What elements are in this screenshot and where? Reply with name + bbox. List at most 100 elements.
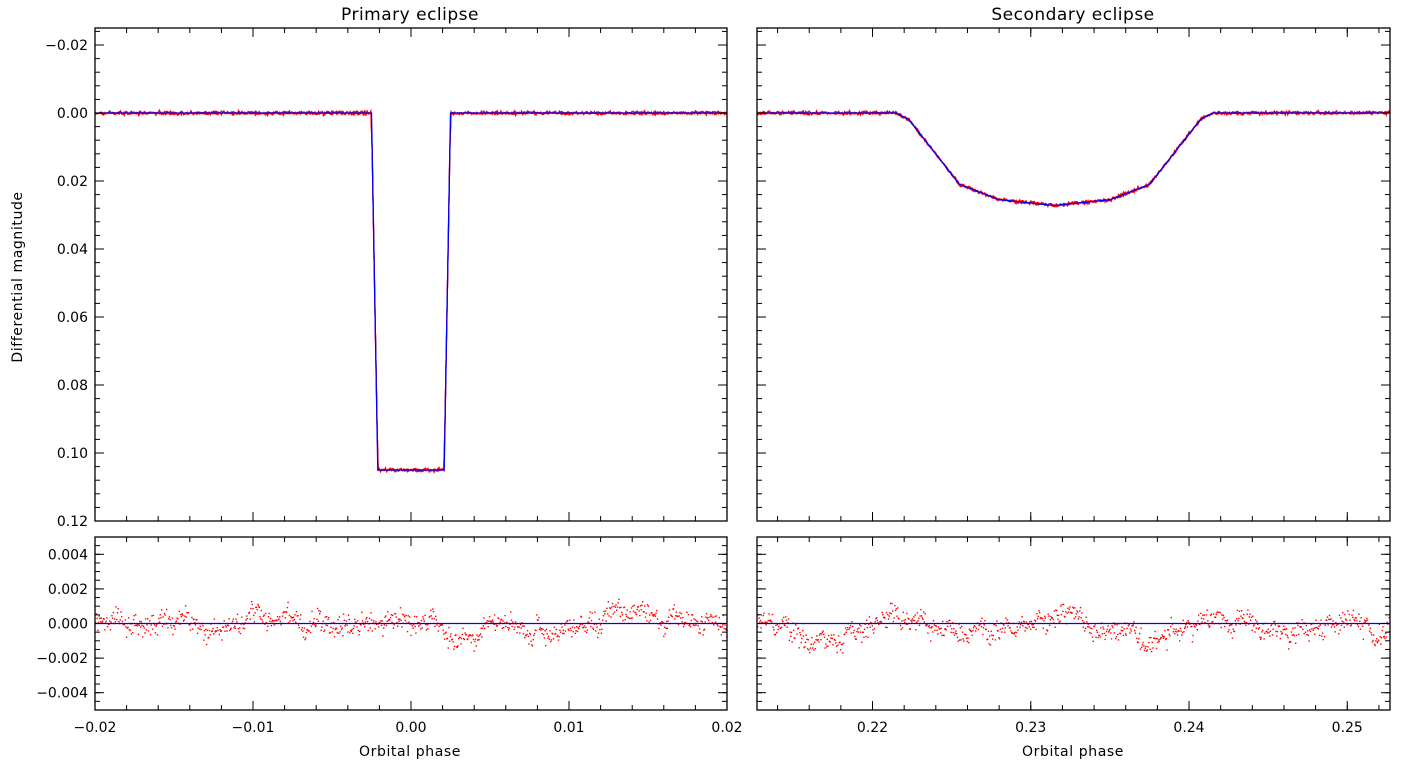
residual-point: [1022, 625, 1024, 627]
y-tick-label: 0.00: [57, 106, 88, 122]
residual-point: [147, 630, 150, 632]
residual-point: [339, 631, 341, 633]
residual-point: [869, 626, 871, 629]
residual-point: [418, 622, 421, 624]
residual-point: [1243, 613, 1245, 616]
residual-point: [954, 632, 956, 634]
residual-point: [1150, 637, 1152, 639]
residual-point: [638, 610, 640, 612]
residual-point: [1155, 647, 1158, 650]
residual-point: [588, 617, 591, 619]
residual-point: [445, 631, 447, 633]
residual-point: [842, 642, 845, 645]
residual-point: [596, 626, 598, 628]
residual-point: [266, 629, 268, 632]
residual-point: [536, 614, 538, 616]
residual-point: [234, 627, 237, 629]
y-axis-label: Differential magnitude: [10, 191, 26, 362]
residual-point: [449, 635, 451, 638]
residual-point: [1075, 613, 1077, 615]
residual-point: [1184, 626, 1186, 628]
residual-point: [847, 627, 849, 629]
residual-point: [1343, 626, 1345, 628]
residual-point: [516, 632, 518, 634]
residual-point: [314, 624, 316, 626]
residual-point: [162, 616, 164, 618]
residual-point: [1300, 626, 1303, 628]
residual-point: [971, 634, 973, 636]
residual-point: [822, 630, 824, 632]
residual-point: [550, 639, 553, 641]
residual-point: [640, 609, 642, 611]
residual-point: [523, 625, 525, 627]
residual-point: [407, 615, 409, 617]
residual-point: [1320, 619, 1322, 621]
residual-point: [1294, 627, 1296, 629]
residual-point: [269, 617, 272, 620]
residual-point: [1163, 636, 1165, 638]
residual-point: [688, 624, 690, 627]
residual-point: [1276, 635, 1278, 637]
residual-point: [357, 629, 359, 632]
residual-point: [663, 626, 666, 628]
residual-point: [782, 620, 784, 623]
residual-point: [849, 627, 851, 629]
residual-point: [138, 624, 140, 626]
residual-point: [319, 613, 321, 615]
residual-point: [1353, 618, 1355, 621]
residual-point: [413, 615, 416, 618]
residual-point: [1003, 624, 1005, 626]
residual-point: [336, 632, 338, 634]
residual-point: [497, 617, 499, 619]
residual-point: [927, 632, 929, 634]
residual-point: [196, 632, 199, 635]
residual-point: [1285, 628, 1288, 630]
residual-point: [289, 620, 291, 622]
residual-point: [882, 614, 884, 616]
residual-point: [618, 598, 620, 601]
residual-point: [1350, 624, 1352, 626]
residual-point: [1200, 617, 1203, 620]
residual-point: [1074, 607, 1076, 609]
residual-point: [1010, 630, 1012, 632]
residual-point: [956, 633, 958, 635]
residual-point: [1112, 626, 1114, 629]
residual-point: [1051, 617, 1054, 619]
residual-point: [644, 605, 646, 607]
residual-point: [987, 630, 990, 633]
residual-point: [834, 639, 836, 641]
residual-point: [500, 619, 502, 621]
residual-point: [775, 624, 777, 627]
residual-point: [625, 615, 628, 618]
residual-point: [848, 628, 850, 631]
residual-point: [676, 615, 678, 617]
residual-point: [1149, 648, 1151, 650]
residual-point: [721, 626, 723, 628]
residual-point: [861, 641, 863, 643]
residual-point: [576, 630, 579, 633]
residual-point: [1183, 627, 1186, 629]
residual-point: [633, 604, 635, 607]
residual-point: [462, 627, 464, 629]
y-tick-label: 0.08: [57, 378, 88, 394]
residual-point: [479, 634, 481, 636]
residual-point: [1306, 634, 1308, 636]
residual-point: [249, 618, 251, 620]
residual-point: [1290, 641, 1292, 643]
residual-point: [673, 604, 675, 606]
residual-point: [846, 629, 848, 631]
residual-point: [1155, 637, 1157, 640]
residual-point: [1097, 636, 1099, 639]
residual-point: [1132, 624, 1134, 626]
residual-point: [623, 606, 626, 608]
residual-point: [622, 619, 624, 622]
residual-point: [832, 644, 834, 646]
y-tick-label: 0.02: [57, 174, 88, 190]
residual-point: [887, 613, 889, 616]
residual-point: [939, 628, 941, 630]
residual-point: [1314, 633, 1316, 635]
residual-point: [348, 618, 350, 621]
residual-point: [387, 619, 390, 622]
residual-point: [607, 601, 609, 603]
residual-point: [1032, 626, 1034, 628]
